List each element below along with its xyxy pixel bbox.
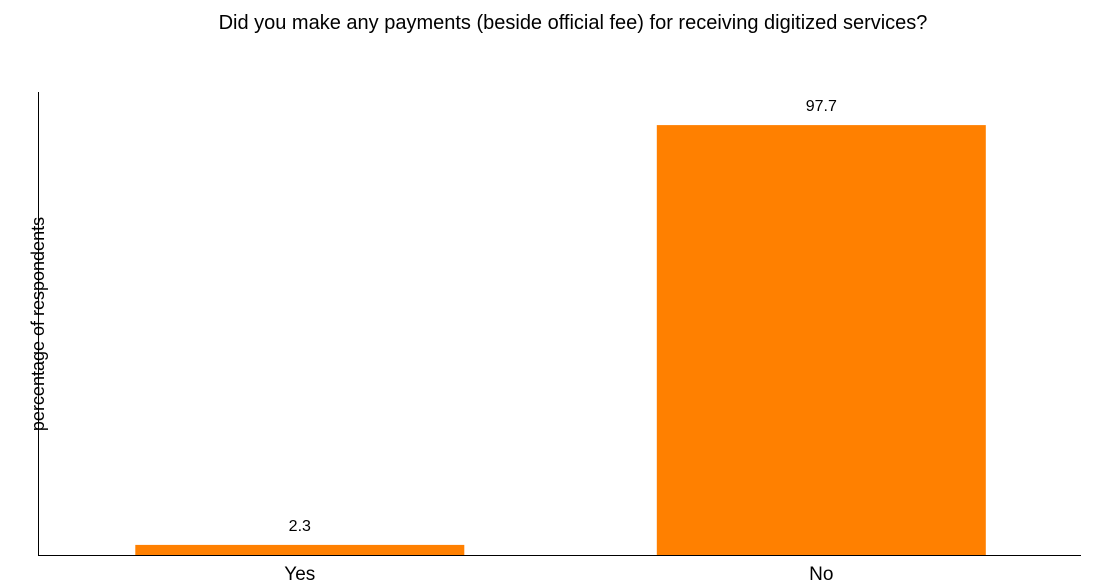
data-label-yes: 2.3 bbox=[289, 518, 311, 535]
data-label-no: 97.7 bbox=[806, 98, 837, 115]
x-tick-label-no: No bbox=[809, 564, 833, 585]
bars-group bbox=[135, 125, 986, 555]
data-labels-group: 2.3 97.7 bbox=[289, 98, 837, 535]
chart-title: Did you make any payments (beside offici… bbox=[219, 12, 928, 34]
bar-yes bbox=[135, 544, 465, 555]
bar-no bbox=[656, 125, 986, 555]
x-tick-label-yes: Yes bbox=[284, 564, 315, 585]
x-tick-labels-group: Yes No bbox=[284, 564, 833, 585]
